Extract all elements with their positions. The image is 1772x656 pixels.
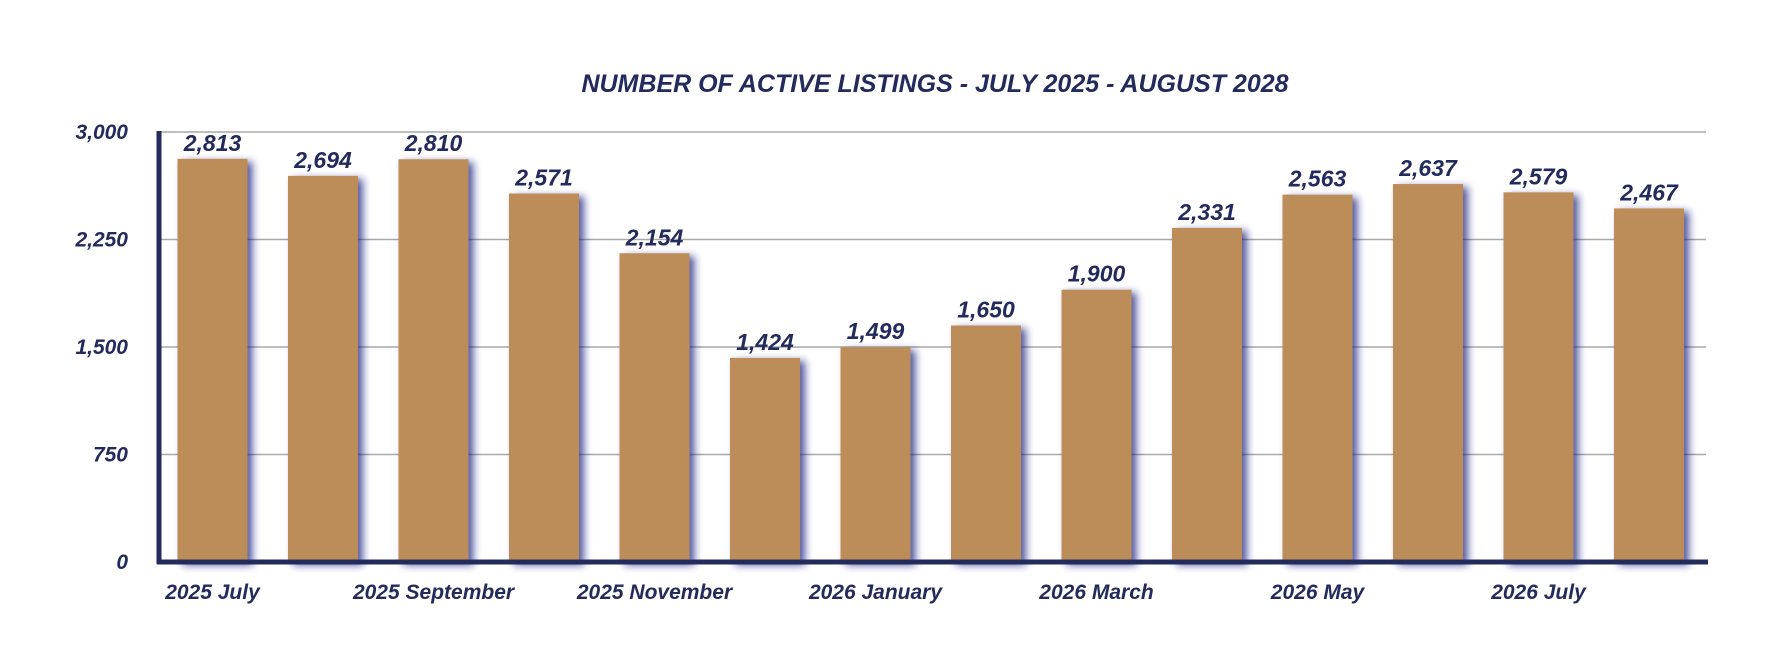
bar-value-label: 2,563 (1288, 166, 1347, 192)
bar (1061, 289, 1132, 562)
data-labels: 2,813 2,694 2,810 2,571 2,154 1,424 1,499 1,650… (183, 130, 1679, 355)
x-tick-label: 2025 July (164, 581, 261, 604)
gridlines (159, 131, 1706, 456)
y-tick-label: 0 (116, 551, 128, 574)
bar-value-label: 1,424 (736, 329, 794, 355)
bar-value-label: 1,900 (1068, 261, 1126, 287)
bar-value-label: 2,637 (1398, 155, 1458, 181)
bar (1614, 208, 1684, 562)
x-tick-label: 2025 September (352, 581, 516, 604)
y-tick-label: 2,250 (74, 229, 128, 252)
y-tick-label: 3,000 (75, 121, 128, 144)
bar-value-label: 2,813 (183, 130, 242, 156)
bar (840, 347, 911, 562)
x-tick-label: 2026 July (1490, 581, 1587, 604)
bar (288, 175, 358, 563)
x-tick-label: 2026 January (808, 581, 943, 604)
bar (398, 159, 469, 562)
y-tick-label: 750 (93, 444, 128, 467)
bar (1282, 194, 1353, 563)
y-tick-label: 1,500 (75, 336, 128, 359)
x-tick-label: 2026 March (1038, 581, 1153, 604)
bar-value-label: 2,154 (625, 224, 684, 250)
bar-value-label: 2,467 (1619, 179, 1679, 205)
bar (1503, 192, 1574, 563)
bar-value-label: 2,579 (1509, 163, 1568, 189)
bar-value-label: 1,650 (957, 297, 1015, 323)
bar (177, 158, 248, 562)
bar-value-label: 1,499 (847, 318, 905, 344)
x-axis-tick-labels: 2025 July 2025 September 2025 November 2026… (164, 581, 1587, 604)
x-tick-label: 2025 November (576, 581, 734, 604)
bar (1172, 227, 1242, 562)
bar-value-label: 2,571 (514, 164, 573, 190)
bars (177, 158, 1684, 563)
bar (951, 325, 1021, 562)
bar (1393, 184, 1463, 562)
bar-value-label: 2,331 (1177, 199, 1236, 225)
chart-title: NUMBER OF ACTIVE LISTINGS - JULY 2025 - … (581, 70, 1288, 98)
y-axis-tick-labels: 0 750 1,500 2,250 3,000 (74, 121, 128, 574)
bar-value-label: 2,810 (404, 130, 463, 156)
x-tick-label: 2026 May (1270, 581, 1366, 604)
bar (730, 357, 800, 562)
bar (509, 193, 579, 563)
bar (619, 253, 690, 562)
bar-value-label: 2,694 (293, 147, 352, 173)
